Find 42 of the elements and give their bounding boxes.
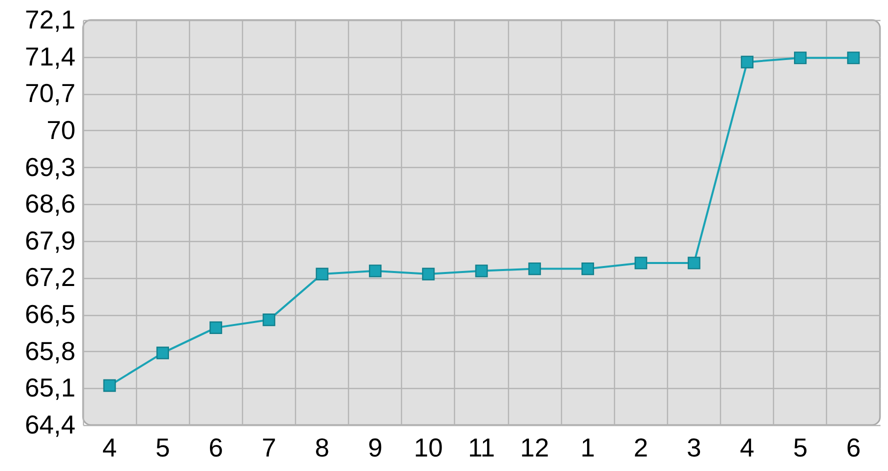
- point: [475, 264, 488, 278]
- y-tick-label: 64,4: [24, 410, 76, 440]
- x-tick-label: 8: [314, 432, 330, 462]
- y-tick-label: 65,8: [24, 336, 76, 366]
- y-tick-label: 69,3: [24, 152, 76, 182]
- x-tick-label: 4: [740, 432, 754, 462]
- point: [634, 256, 648, 270]
- y-tick-label: 68,6: [24, 188, 76, 219]
- point: [103, 379, 116, 392]
- x-tick-label: 10: [414, 432, 443, 462]
- point: [156, 346, 169, 360]
- point: [528, 262, 541, 276]
- point: [581, 262, 594, 276]
- y-tick-label: 70: [46, 114, 76, 145]
- x-tick-label: 9: [368, 432, 382, 462]
- point: [422, 268, 435, 280]
- y-tick-label: 70,7: [24, 78, 76, 108]
- y-tick-label: 67,9: [24, 225, 76, 256]
- y-tick-label: 72,1: [24, 4, 76, 34]
- point: [740, 56, 754, 68]
- x-tick-label: 6: [846, 432, 861, 462]
- x-tick-label: 5: [793, 432, 808, 462]
- x-tick-label: 4: [102, 432, 117, 462]
- y-tick-label: 71,4: [24, 41, 76, 72]
- point: [368, 264, 382, 278]
- y-tick-label: 67,2: [24, 262, 76, 292]
- x-tick-label: 11: [468, 432, 495, 462]
- point: [794, 52, 807, 64]
- x-tick-label: 7: [262, 432, 276, 462]
- y-tick-label: 65,1: [24, 372, 76, 403]
- point: [847, 52, 860, 64]
- x-tick-label: 3: [686, 432, 702, 462]
- x-tick-label: 6: [208, 432, 224, 462]
- point: [262, 314, 276, 326]
- x-tick-label: 2: [634, 432, 648, 462]
- x-tick-label: 12: [520, 432, 550, 462]
- point: [210, 321, 222, 334]
- x-tick-label: 5: [155, 432, 170, 462]
- y-tick-label: 66,5: [24, 299, 76, 330]
- x-tick-label: 1: [580, 432, 595, 462]
- point: [316, 268, 328, 280]
- point: [688, 256, 700, 270]
